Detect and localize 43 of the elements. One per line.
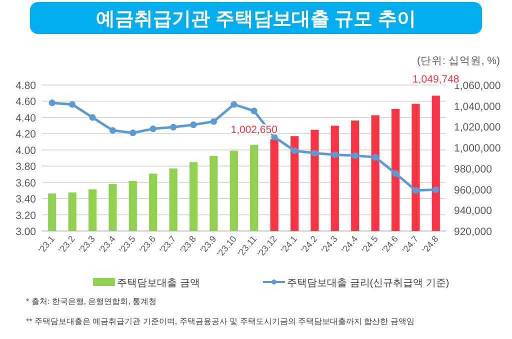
text: * 출처: 한국은행, 은행연합회, 통계청 [26, 297, 157, 306]
y2-tick-label: 980,000 [454, 163, 492, 176]
point [352, 152, 358, 159]
point [130, 130, 136, 136]
chart-title: 예금취급기관 주택담보대출 규모 추이 [96, 9, 416, 30]
point [190, 121, 197, 128]
y2-tick-label: 1,040,000 [454, 100, 501, 113]
y2-tick-label: 920,000 [454, 226, 492, 238]
point [109, 127, 116, 134]
y2-tick-label: 1,020,000 [454, 122, 501, 134]
point [311, 150, 318, 156]
y-tick-label: 3.40 [16, 194, 36, 206]
legend-label: 주택담보대출 금액 [117, 278, 200, 289]
point [150, 126, 156, 132]
y-tick-label: 4.60 [16, 96, 36, 108]
text: (단위: 십억원, %) [417, 55, 500, 67]
point [250, 108, 258, 114]
text: ** 주택담보대출은 예금취급기관 기준이며, 주택금융공사 및 주택도시기금의 주택담보대출까지 합산한 금액임 [26, 317, 414, 326]
y-tick-label: 4.20 [16, 128, 36, 141]
y-tick-label: 4.40 [16, 112, 36, 124]
point [412, 187, 419, 194]
y2-tick-label: 1,000,000 [454, 142, 501, 155]
y-tick-label: 3.60 [16, 177, 36, 190]
point [210, 118, 217, 125]
point [48, 100, 56, 106]
legend-label: 주택담보대출 금리(신규취급액 기준) [287, 278, 450, 289]
y-tick-label: 3.80 [16, 161, 36, 174]
point [230, 101, 238, 108]
y-tick-label: 3.00 [16, 226, 36, 238]
y2-tick-label: 960,000 [454, 184, 492, 196]
point [170, 124, 177, 130]
y2-tick-label: 940,000 [454, 205, 492, 218]
data-label: 1,049,748 [412, 74, 460, 86]
y-tick-label: 4.00 [16, 144, 36, 157]
point [332, 151, 338, 158]
point [392, 170, 399, 177]
point [69, 101, 76, 108]
point [89, 114, 96, 121]
y-tick-label: 3.20 [16, 210, 36, 222]
point [291, 147, 298, 154]
point [372, 154, 379, 160]
point [432, 186, 440, 193]
y-tick-label: 4.80 [16, 80, 36, 92]
